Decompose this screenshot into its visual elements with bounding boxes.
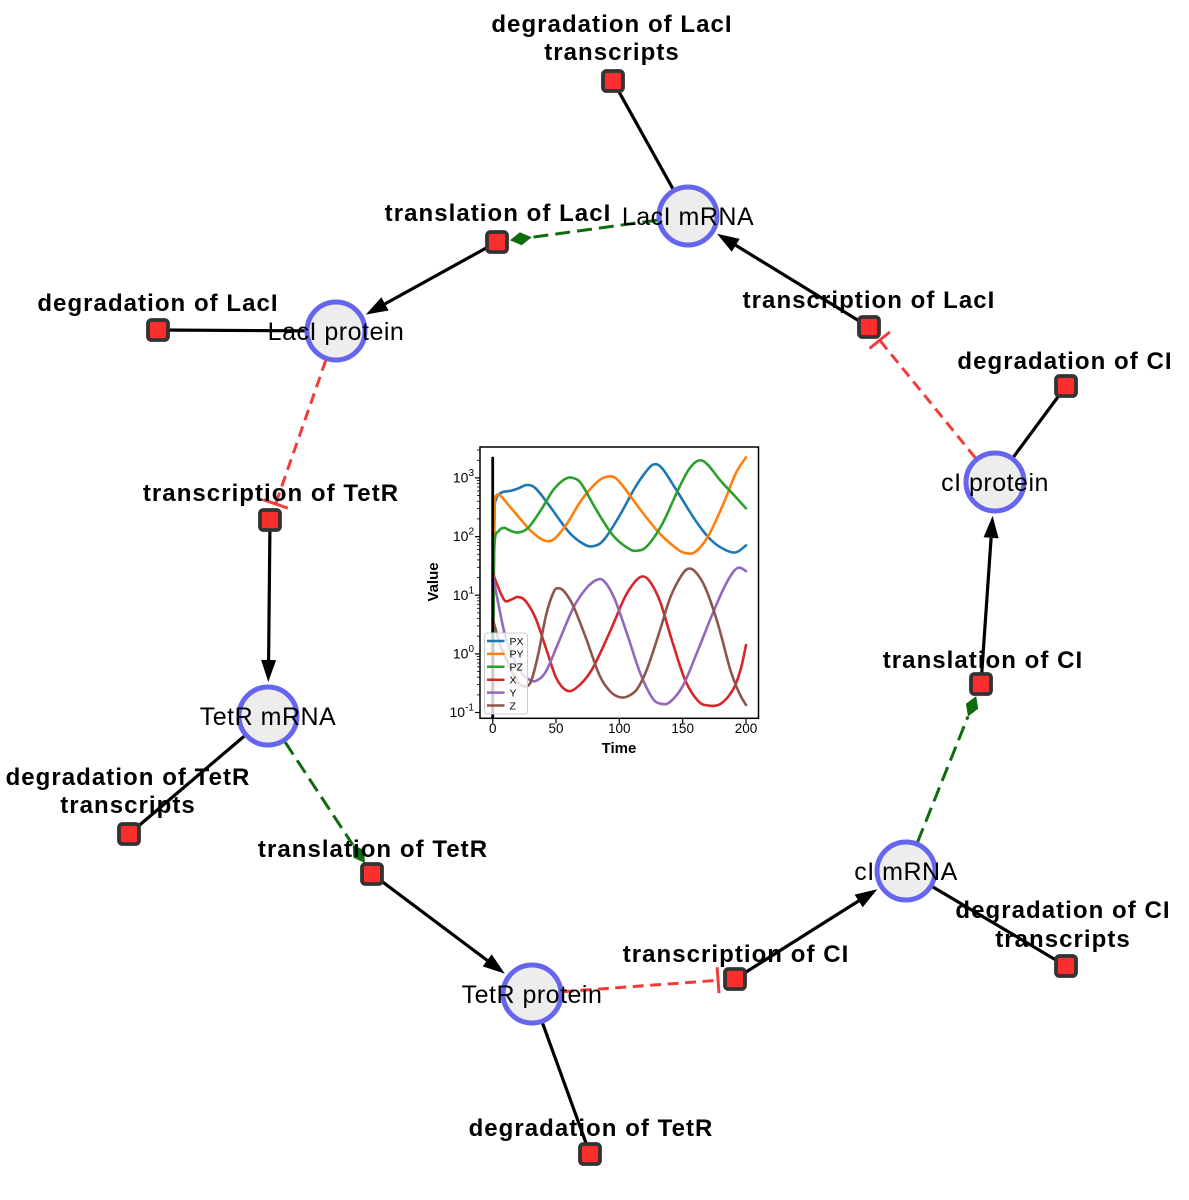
svg-text:PX: PX: [510, 636, 524, 648]
svg-text:0: 0: [489, 721, 497, 736]
svg-text:degradation of CI: degradation of CI: [957, 348, 1172, 375]
svg-text:degradation of LacI: degradation of LacI: [37, 290, 278, 317]
svg-text:degradation of CI: degradation of CI: [955, 897, 1170, 924]
svg-text:Value: Value: [425, 562, 442, 601]
svg-text:degradation of LacI: degradation of LacI: [491, 11, 732, 38]
svg-text:PZ: PZ: [510, 662, 524, 674]
svg-text:translation of CI: translation of CI: [883, 647, 1084, 674]
svg-text:200: 200: [735, 721, 758, 736]
svg-text:transcripts: transcripts: [995, 926, 1131, 953]
svg-text:Time: Time: [602, 740, 637, 757]
svg-text:100: 100: [608, 721, 631, 736]
svg-text:transcription of CI: transcription of CI: [623, 941, 850, 968]
svg-text:transcription of TetR: transcription of TetR: [143, 480, 399, 507]
svg-text:transcription of LacI: transcription of LacI: [743, 287, 996, 314]
svg-text:LacI mRNA: LacI mRNA: [622, 203, 754, 231]
svg-text:50: 50: [548, 721, 563, 736]
svg-text:TetR protein: TetR protein: [462, 981, 603, 1009]
svg-text:X: X: [510, 675, 517, 687]
svg-text:translation of LacI: translation of LacI: [385, 200, 612, 227]
svg-text:TetR mRNA: TetR mRNA: [200, 703, 336, 731]
svg-text:transcripts: transcripts: [60, 792, 196, 819]
svg-text:Z: Z: [510, 700, 517, 712]
svg-text:cI protein: cI protein: [941, 469, 1049, 497]
svg-text:150: 150: [671, 721, 694, 736]
svg-text:LacI protein: LacI protein: [268, 318, 405, 346]
svg-text:PY: PY: [510, 649, 524, 661]
svg-text:cI mRNA: cI mRNA: [854, 858, 958, 886]
svg-text:Y: Y: [510, 687, 517, 699]
svg-text:degradation of TetR: degradation of TetR: [6, 764, 251, 791]
svg-text:degradation of TetR: degradation of TetR: [469, 1115, 714, 1142]
svg-text:translation of TetR: translation of TetR: [258, 836, 488, 863]
svg-text:transcripts: transcripts: [544, 39, 680, 66]
